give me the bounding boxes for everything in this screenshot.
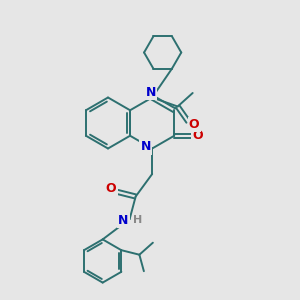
Text: N: N (118, 214, 128, 227)
Text: N: N (146, 85, 156, 99)
Text: O: O (106, 182, 116, 196)
Text: O: O (189, 118, 200, 131)
Text: O: O (192, 129, 203, 142)
Text: N: N (140, 140, 151, 154)
Text: H: H (134, 215, 143, 226)
